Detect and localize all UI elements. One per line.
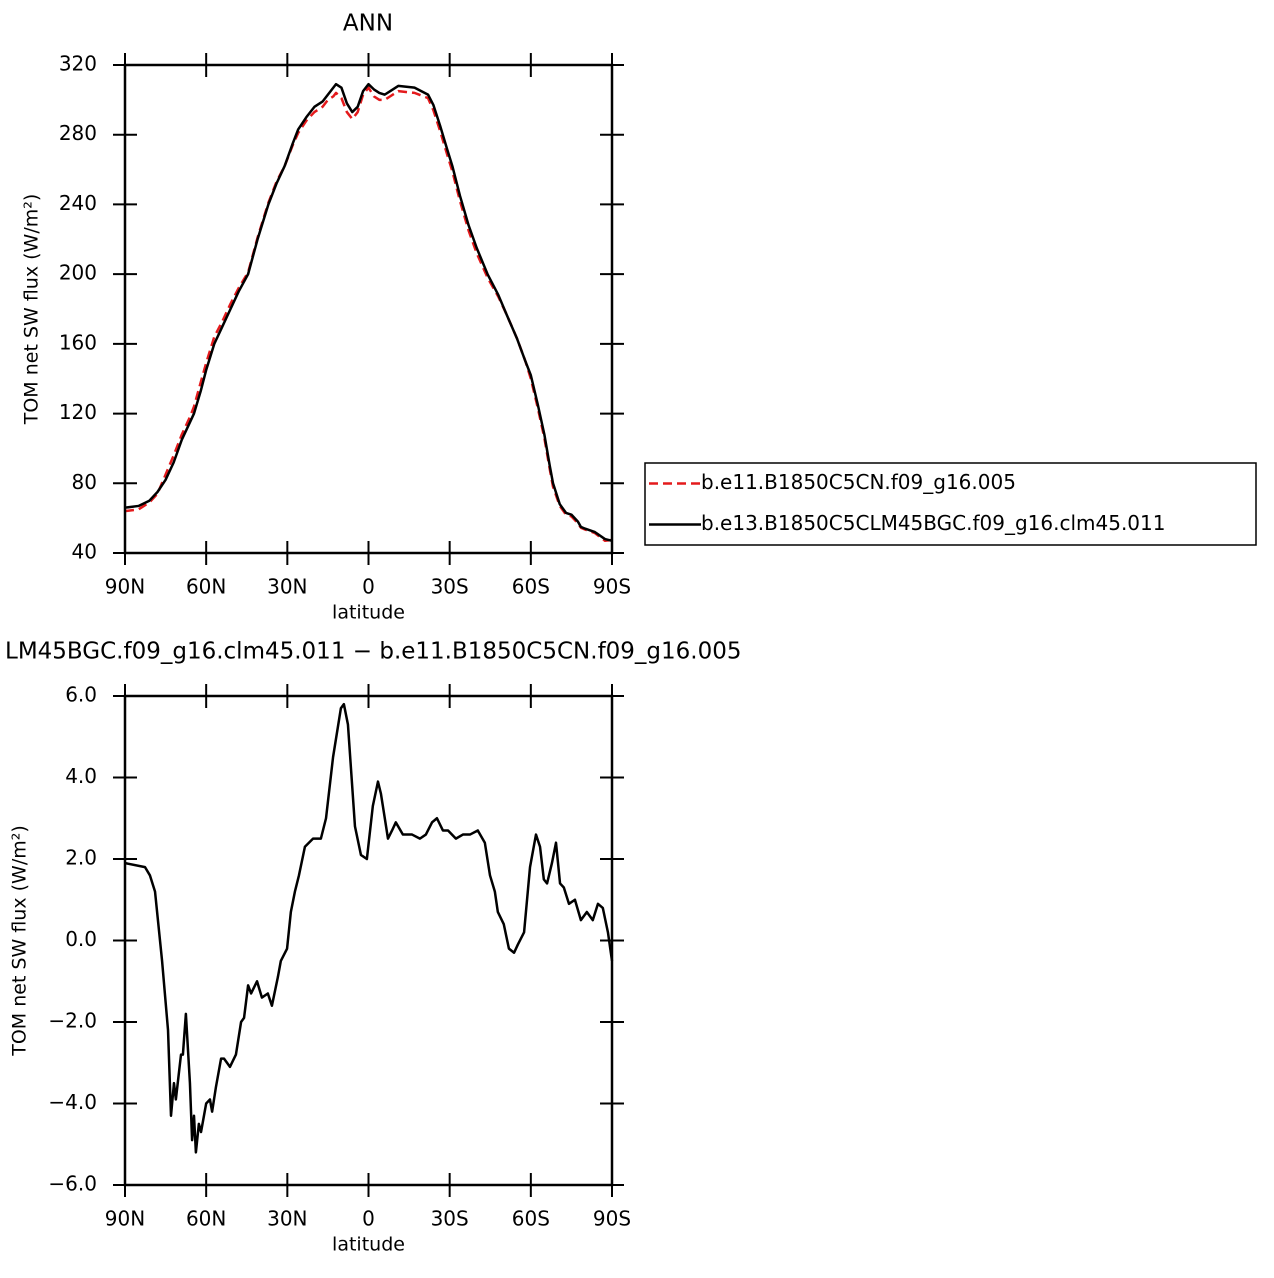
y-tick-label: 240 [59,191,97,215]
x-tick-label: 90N [105,1207,145,1231]
plot-frame [123,63,614,555]
chart-title: LM45BGC.f09_g16.clm45.011 − b.e11.B1850C… [5,639,742,665]
x-tick-label: 60S [512,1207,550,1231]
x-tick-label: 60N [186,1207,226,1231]
plot-frame [123,694,614,1187]
x-axis-label: latitude [332,1234,405,1256]
x-tick-label: 60N [186,575,226,599]
chart-title: ANN [343,11,393,37]
x-tick-label: 30N [267,575,307,599]
y-tick-label: −2.0 [48,1009,97,1033]
x-tick-label: 30S [431,1207,469,1231]
y-tick-label: 120 [59,400,97,424]
x-tick-label: 30N [267,1207,307,1231]
x-tick-label: 0 [362,575,375,599]
x-tick-label: 0 [362,1207,375,1231]
y-tick-label: 4.0 [65,764,97,788]
x-tick-label: 90N [105,575,145,599]
data-line [124,82,613,543]
legend-box [644,462,1257,546]
x-tick-label: 90S [593,1207,631,1231]
x-tick-label: 30S [431,575,469,599]
y-axis-label: TOM net SW flux (W/m²) [9,825,31,1057]
y-tick-label: 2.0 [65,846,97,870]
y-tick-label: 6.0 [65,683,97,707]
legend-label: b.e11.B1850C5CN.f09_g16.005 [701,470,1016,494]
data-line [124,702,614,1154]
x-tick-label: 90S [593,575,631,599]
y-tick-label: 160 [59,330,97,354]
y-tick-label: 80 [72,470,97,494]
y-tick-label: 320 [59,52,97,76]
y-tick-label: 280 [59,121,97,145]
y-axis-label: TOM net SW flux (W/m²) [21,194,43,426]
y-tick-label: 0.0 [65,927,97,951]
legend: b.e11.B1850C5CN.f09_g16.005 b.e13.B1850C5… [644,462,1257,546]
data-line [124,86,613,543]
y-tick-label: −6.0 [48,1172,97,1196]
y-tick-label: −4.0 [48,1090,97,1114]
x-axis-label: latitude [332,602,405,624]
legend-label: b.e13.B1850C5CLM45BGC.f09_g16.clm45.011 [701,511,1165,535]
y-tick-label: 40 [72,540,97,564]
x-tick-label: 60S [512,575,550,599]
y-tick-label: 200 [59,261,97,285]
